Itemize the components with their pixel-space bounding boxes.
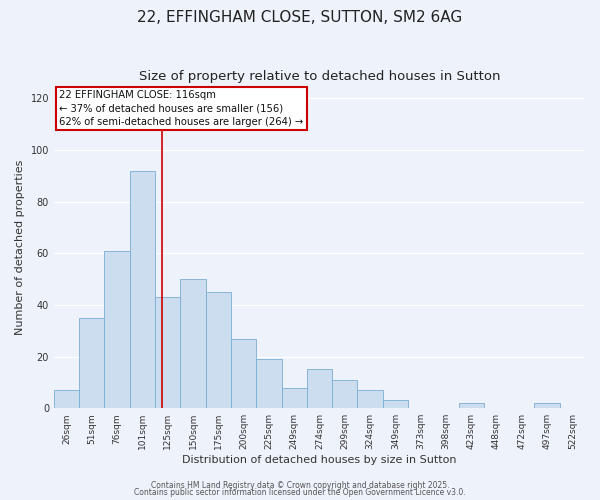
Bar: [383, 400, 408, 408]
Bar: [54, 390, 79, 408]
Bar: [79, 318, 104, 408]
Bar: [358, 390, 383, 408]
Bar: [181, 279, 206, 408]
Bar: [206, 292, 231, 408]
Text: Contains HM Land Registry data © Crown copyright and database right 2025.: Contains HM Land Registry data © Crown c…: [151, 480, 449, 490]
Y-axis label: Number of detached properties: Number of detached properties: [15, 159, 25, 334]
Bar: [104, 251, 130, 408]
X-axis label: Distribution of detached houses by size in Sutton: Distribution of detached houses by size …: [182, 455, 457, 465]
Text: 22, EFFINGHAM CLOSE, SUTTON, SM2 6AG: 22, EFFINGHAM CLOSE, SUTTON, SM2 6AG: [137, 10, 463, 25]
Text: 22 EFFINGHAM CLOSE: 116sqm
← 37% of detached houses are smaller (156)
62% of sem: 22 EFFINGHAM CLOSE: 116sqm ← 37% of deta…: [59, 90, 304, 127]
Bar: [458, 403, 484, 408]
Title: Size of property relative to detached houses in Sutton: Size of property relative to detached ho…: [139, 70, 500, 83]
Bar: [332, 380, 358, 408]
Bar: [281, 388, 307, 408]
Bar: [231, 338, 256, 408]
Bar: [307, 370, 332, 408]
Bar: [130, 170, 155, 408]
Bar: [256, 359, 281, 408]
Text: Contains public sector information licensed under the Open Government Licence v3: Contains public sector information licen…: [134, 488, 466, 497]
Bar: [155, 297, 181, 408]
Bar: [535, 403, 560, 408]
